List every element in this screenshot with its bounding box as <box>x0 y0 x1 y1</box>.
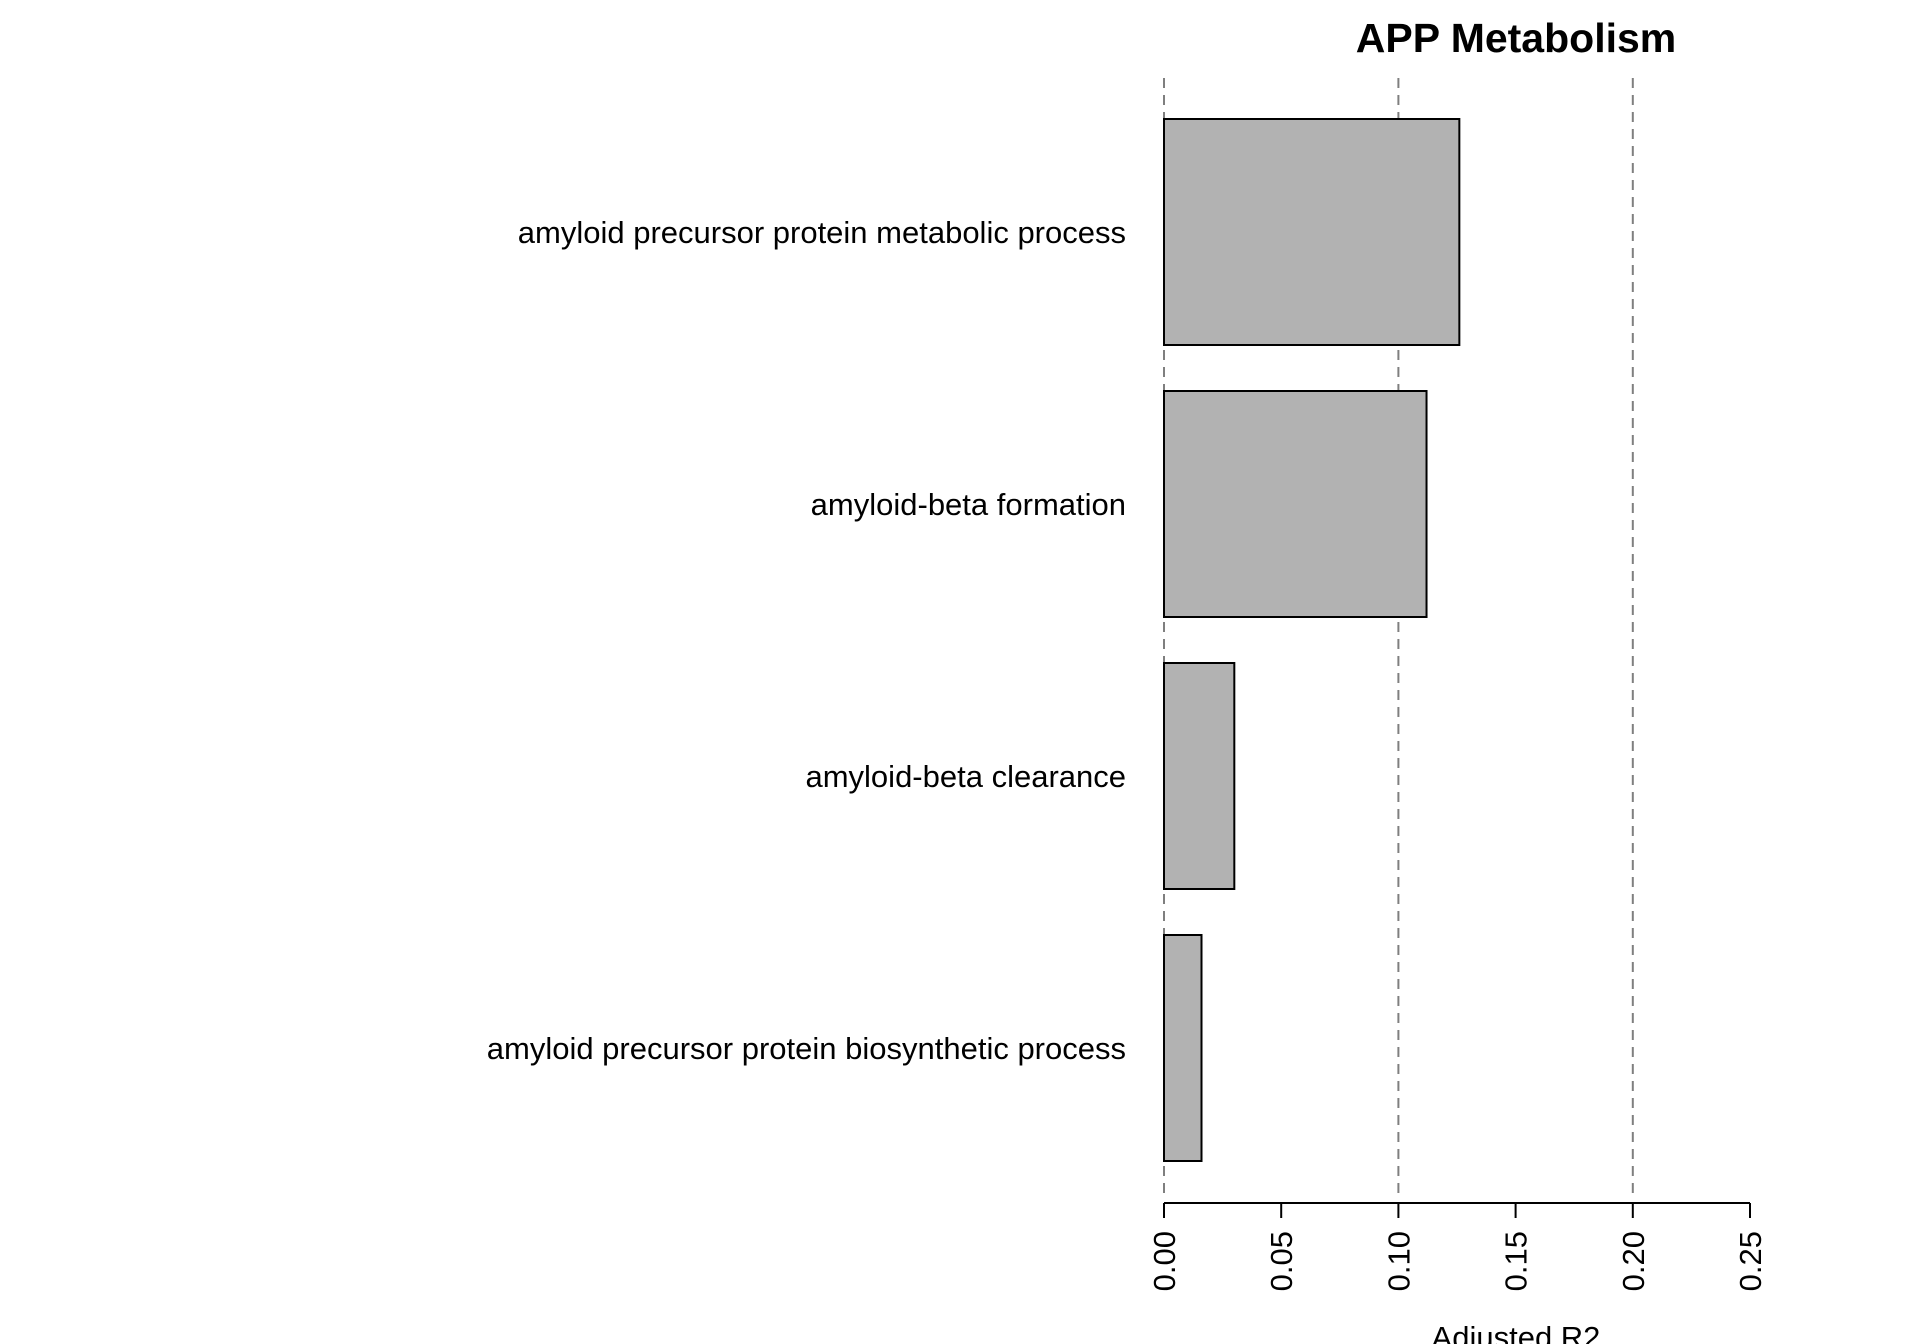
chart-title: APP Metabolism <box>1356 15 1677 61</box>
category-label-1: amyloid-beta formation <box>811 487 1126 522</box>
x-tick-label-0: 0.00 <box>1147 1231 1182 1291</box>
bar-3 <box>1163 934 1203 1162</box>
bars <box>1163 118 1461 1162</box>
bar-0 <box>1163 118 1461 346</box>
bar-2 <box>1163 662 1236 890</box>
category-labels: amyloid precursor protein metabolic proc… <box>487 215 1126 1066</box>
bar-1 <box>1163 390 1428 618</box>
x-axis-title: Adjusted R2 <box>1432 1320 1601 1344</box>
category-label-2: amyloid-beta clearance <box>805 759 1126 794</box>
x-tick-label-1: 0.05 <box>1264 1231 1299 1291</box>
category-label-3: amyloid precursor protein biosynthetic p… <box>487 1031 1126 1066</box>
x-tick-label-2: 0.10 <box>1381 1231 1416 1291</box>
x-tick-label-4: 0.20 <box>1616 1231 1651 1291</box>
category-label-0: amyloid precursor protein metabolic proc… <box>518 215 1126 250</box>
x-tick-label-5: 0.25 <box>1733 1231 1768 1291</box>
x-axis: 0.00 0.05 0.10 0.15 0.20 0.25 <box>1147 1202 1768 1291</box>
x-tick-label-3: 0.15 <box>1499 1231 1534 1291</box>
